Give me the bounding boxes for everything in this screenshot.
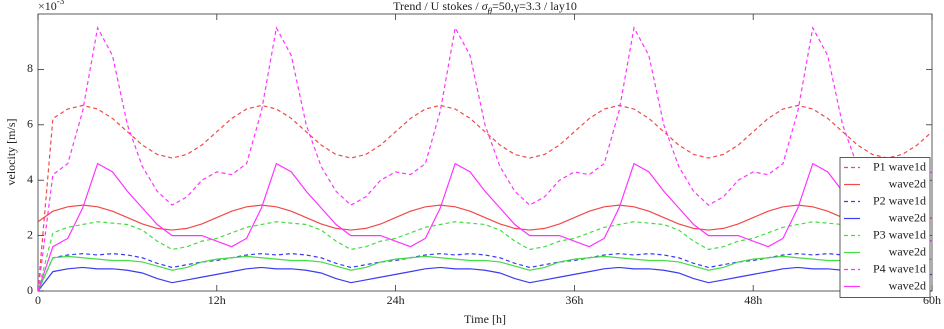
x-tick-label: 48h xyxy=(744,293,762,307)
legend-label: wave2d xyxy=(889,210,926,224)
series-line xyxy=(38,252,932,291)
title-part: Trend / U stokes / xyxy=(393,0,482,13)
series-line xyxy=(38,26,932,291)
series-line xyxy=(38,162,932,291)
x-tick-label: 0 xyxy=(35,293,41,307)
y-tick-label: 6 xyxy=(27,117,33,131)
title-part: =50,γ=3.3 / lay10 xyxy=(492,0,577,13)
y-tick-label: 2 xyxy=(27,227,33,241)
plot-box xyxy=(37,13,933,292)
series-line xyxy=(38,104,932,291)
y-tick-label: 4 xyxy=(27,172,33,186)
y-tick-label: 0 xyxy=(27,283,33,297)
legend-label: wave2d xyxy=(889,176,926,190)
legend-label: P1 wave1d xyxy=(873,159,926,173)
x-tick-label: 12h xyxy=(208,293,226,307)
legend-label: P4 wave1d xyxy=(873,261,926,275)
series-line xyxy=(38,255,932,291)
y-tick-label: 8 xyxy=(27,61,33,75)
series-line xyxy=(38,221,932,291)
legend-label: P2 wave1d xyxy=(873,193,926,207)
y-axis-label: velocity [m/s] xyxy=(4,119,18,186)
x-tick-label: 24h xyxy=(387,293,405,307)
legend-label: wave2d xyxy=(889,244,926,258)
x-tick-label: 36h xyxy=(565,293,583,307)
series-line xyxy=(38,266,932,291)
chart-title: Trend / U stokes / σθ=50,γ=3.3 / lay10 xyxy=(393,0,577,16)
y-multiplier: ×10-3 xyxy=(38,0,65,13)
plot-lines xyxy=(38,26,932,291)
title-part: θ xyxy=(488,6,493,16)
multiplier-base: ×10 xyxy=(38,0,57,13)
legend-label: P3 wave1d xyxy=(873,227,926,241)
series-line xyxy=(38,204,932,231)
x-axis-label: Time [h] xyxy=(464,312,506,326)
title-part: σ xyxy=(482,0,489,13)
legend-box xyxy=(839,157,931,298)
multiplier-exponent: -3 xyxy=(57,0,65,6)
legend-label: wave2d xyxy=(889,278,926,292)
